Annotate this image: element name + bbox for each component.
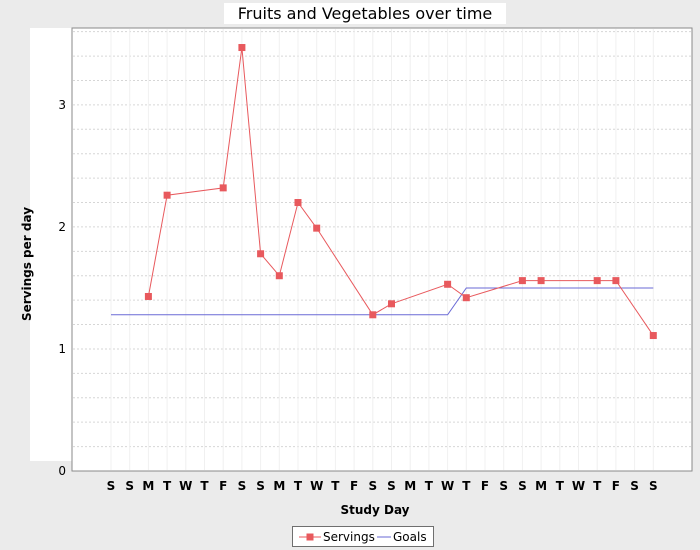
- x-tick-label: T: [163, 479, 172, 493]
- x-tick-label: S: [368, 479, 377, 493]
- x-tick-label: S: [256, 479, 265, 493]
- legend-label-goals: Goals: [393, 530, 427, 544]
- x-tick-label: T: [425, 479, 434, 493]
- x-tick-label: T: [200, 479, 209, 493]
- x-tick-label: W: [179, 479, 192, 493]
- x-tick-label: W: [441, 479, 454, 493]
- servings-point: [163, 191, 171, 199]
- servings-point: [593, 277, 601, 285]
- x-tick-label: W: [310, 479, 323, 493]
- x-tick-label: F: [219, 479, 227, 493]
- x-tick-label: S: [518, 479, 527, 493]
- x-tick-label: W: [572, 479, 585, 493]
- goals-line: [111, 287, 654, 316]
- servings-point: [275, 272, 283, 280]
- servings-point: [444, 280, 452, 288]
- y-axis: 0 1 2 3: [58, 98, 66, 478]
- x-tick-label: T: [556, 479, 565, 493]
- servings-series: [144, 44, 657, 340]
- x-tick-label: F: [612, 479, 620, 493]
- servings-point: [649, 332, 657, 340]
- x-tick-label: S: [107, 479, 116, 493]
- x-tick-label: S: [499, 479, 508, 493]
- goals-series: [111, 287, 654, 316]
- legend-label-servings: Servings: [323, 530, 375, 544]
- y-tick-label: 3: [58, 98, 66, 112]
- servings-point: [219, 184, 227, 192]
- servings-point: [537, 277, 545, 285]
- servings-swatch-icon: [299, 533, 321, 541]
- servings-point: [257, 250, 265, 258]
- x-tick-label: M: [142, 479, 154, 493]
- x-tick-label: T: [462, 479, 471, 493]
- y-tick-label: 1: [58, 342, 66, 356]
- servings-point: [518, 277, 526, 285]
- chart-title: Fruits and Vegetables over time: [224, 3, 506, 24]
- x-tick-label: M: [404, 479, 416, 493]
- servings-point: [294, 199, 302, 207]
- servings-point: [388, 300, 395, 308]
- legend: Servings Goals: [292, 526, 434, 547]
- y-tick-label: 0: [58, 464, 66, 478]
- x-tick-label: T: [331, 479, 340, 493]
- servings-point: [238, 44, 246, 52]
- gridlines: [73, 29, 691, 470]
- x-tick-label: F: [350, 479, 358, 493]
- servings-point: [313, 224, 321, 232]
- goals-swatch-icon: [377, 536, 391, 538]
- x-tick-label: T: [294, 479, 303, 493]
- servings-point: [144, 292, 152, 300]
- y-axis-label: Servings per day: [20, 207, 34, 321]
- servings-point: [462, 294, 470, 302]
- y-tick-label: 2: [58, 220, 66, 234]
- x-tick-label: F: [481, 479, 489, 493]
- x-tick-label: S: [387, 479, 396, 493]
- x-tick-label: S: [649, 479, 658, 493]
- x-axis-label: Study Day: [340, 503, 409, 517]
- x-tick-label: S: [630, 479, 639, 493]
- y-label-panel: [30, 28, 72, 461]
- x-tick-label: T: [593, 479, 602, 493]
- plot-area: [71, 27, 693, 472]
- servings-point: [612, 277, 620, 285]
- x-tick-label: M: [273, 479, 285, 493]
- x-tick-label: M: [535, 479, 547, 493]
- x-tick-label: S: [238, 479, 247, 493]
- servings-point: [369, 311, 377, 319]
- x-tick-label: S: [125, 479, 134, 493]
